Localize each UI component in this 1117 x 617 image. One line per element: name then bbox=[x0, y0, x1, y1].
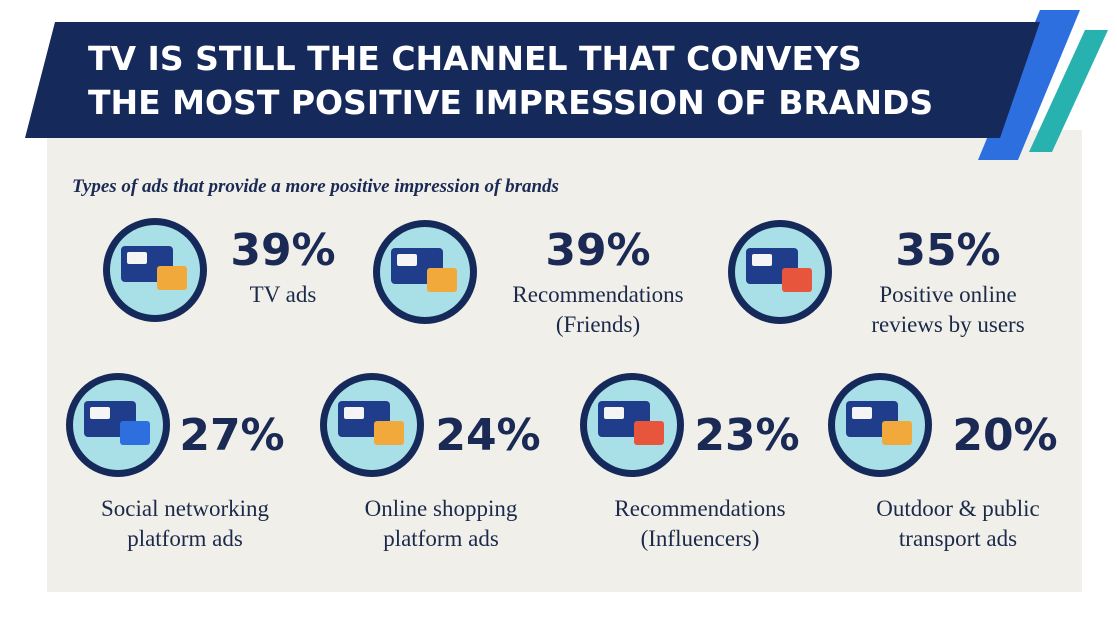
label: platform ads bbox=[383, 526, 499, 551]
title-line: TV IS STILL THE CHANNEL THAT CONVEYS bbox=[88, 39, 862, 78]
label: Positive online bbox=[879, 282, 1016, 307]
stripe-teal bbox=[1029, 30, 1108, 152]
banner bbox=[25, 22, 1040, 138]
icon-accent bbox=[374, 421, 404, 445]
panel bbox=[47, 130, 1082, 592]
icon-accent bbox=[397, 254, 417, 266]
label: (Friends) bbox=[556, 312, 640, 337]
icon-accent bbox=[782, 268, 812, 292]
percent: 35% bbox=[895, 225, 1000, 276]
icon-accent bbox=[752, 254, 772, 266]
icon-accent bbox=[882, 421, 912, 445]
title-line: THE MOST POSITIVE IMPRESSION OF BRANDS bbox=[88, 83, 933, 122]
percent: 27% bbox=[179, 410, 284, 461]
icon-accent bbox=[852, 407, 872, 419]
percent: 24% bbox=[435, 410, 540, 461]
percent: 20% bbox=[952, 410, 1057, 461]
percent: 23% bbox=[694, 410, 799, 461]
subtitle: Types of ads that provide a more positiv… bbox=[72, 176, 559, 197]
percent: 39% bbox=[545, 225, 650, 276]
icon-accent bbox=[344, 407, 364, 419]
label: platform ads bbox=[127, 526, 243, 551]
icon-accent bbox=[127, 252, 147, 264]
label: transport ads bbox=[899, 526, 1017, 551]
label: Outdoor & public bbox=[876, 496, 1040, 521]
label: Online shopping bbox=[365, 496, 518, 521]
label: (Influencers) bbox=[641, 526, 760, 551]
label: TV ads bbox=[250, 282, 317, 307]
icon-accent bbox=[90, 407, 110, 419]
icon-accent bbox=[634, 421, 664, 445]
icon-accent bbox=[120, 421, 150, 445]
icon-accent bbox=[604, 407, 624, 419]
icon-accent bbox=[427, 268, 457, 292]
label: Social networking bbox=[101, 496, 269, 521]
label: reviews by users bbox=[871, 312, 1024, 337]
label: Recommendations bbox=[512, 282, 683, 307]
percent: 39% bbox=[230, 225, 335, 276]
icon-accent bbox=[157, 266, 187, 290]
label: Recommendations bbox=[614, 496, 785, 521]
